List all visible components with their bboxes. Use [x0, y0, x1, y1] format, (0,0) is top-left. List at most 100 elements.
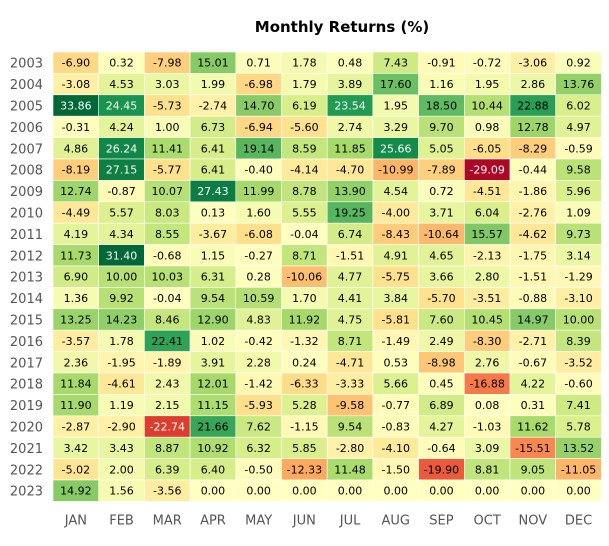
cell-value-label: 0.45 [429, 378, 454, 391]
month-tick-label: MAY [245, 513, 272, 528]
cell-value-label: -0.31 [62, 121, 90, 134]
cell-value-label: -1.75 [519, 249, 547, 262]
cell-value-label: 19.25 [334, 207, 366, 220]
cell-value-label: 0.00 [384, 485, 409, 498]
cell-value-label: 9.92 [109, 292, 134, 305]
cell-value-label: -3.52 [564, 356, 592, 369]
cell-value-label: -6.90 [62, 57, 90, 70]
cell-value-label: 15.57 [471, 228, 503, 241]
cell-value-label: 1.99 [201, 78, 226, 91]
cell-value-label: -3.10 [564, 292, 592, 305]
cell-value-label: -0.60 [564, 378, 592, 391]
cell-value-label: 5.66 [384, 378, 409, 391]
cell-value-label: 1.56 [109, 485, 134, 498]
cell-value-label: -0.68 [153, 249, 181, 262]
cell-value-label: 1.02 [201, 335, 226, 348]
cell-value-label: 11.15 [197, 399, 229, 412]
cell-value-label: -10.64 [424, 228, 459, 241]
cell-value-label: 5.55 [292, 207, 317, 220]
cell-value-label: -2.80 [336, 442, 364, 455]
cell-value-label: -4.70 [336, 164, 364, 177]
cell-value-label: 0.08 [475, 399, 500, 412]
cell-value-label: 22.41 [152, 335, 184, 348]
cell-value-label: 3.03 [155, 78, 180, 91]
month-tick-label: MAR [153, 513, 182, 528]
cell-value-label: 3.09 [475, 442, 500, 455]
cell-value-label: -1.03 [473, 421, 501, 434]
cell-value-label: -1.32 [290, 335, 318, 348]
month-tick-label: NOV [519, 513, 548, 528]
year-tick-label: 2004 [10, 78, 43, 93]
cell-value-label: 5.78 [566, 421, 591, 434]
cell-value-label: -5.02 [62, 463, 90, 476]
cell-value-label: -5.81 [382, 314, 410, 327]
cell-value-label: -1.86 [519, 185, 547, 198]
cell-value-label: 1.19 [109, 399, 134, 412]
cell-value-label: 8.87 [155, 442, 180, 455]
cell-value-label: -1.15 [290, 421, 318, 434]
cell-value-label: 1.95 [384, 100, 409, 113]
cell-value-label: 6.40 [201, 463, 226, 476]
cell-value-label: 33.86 [60, 100, 92, 113]
cell-value-label: 8.46 [155, 314, 180, 327]
cell-value-label: 21.66 [197, 421, 229, 434]
cell-value-label: 8.59 [292, 142, 317, 155]
cell-value-label: 13.90 [334, 185, 366, 198]
cell-value-label: 2.74 [338, 121, 363, 134]
cell-value-label: 27.15 [106, 164, 138, 177]
cell-value-label: 0.31 [521, 399, 546, 412]
cell-value-label: 4.53 [109, 78, 134, 91]
cell-value-label: 8.71 [292, 249, 317, 262]
cell-value-label: 12.01 [197, 378, 229, 391]
cell-value-label: 3.84 [384, 292, 409, 305]
cell-value-label: 12.74 [60, 185, 92, 198]
cell-value-label: -4.61 [107, 378, 135, 391]
cell-value-label: -0.40 [244, 164, 272, 177]
year-tick-label: 2007 [10, 142, 43, 157]
cell-value-label: -0.04 [153, 292, 181, 305]
cell-value-label: -10.99 [378, 164, 413, 177]
cell-value-label: 13.76 [563, 78, 595, 91]
cell-value-label: 9.54 [201, 292, 226, 305]
cell-value-label: 0.32 [109, 57, 134, 70]
cell-value-label: 5.28 [292, 399, 317, 412]
cell-value-label: 13.25 [60, 314, 92, 327]
cell-value-label: 6.90 [64, 271, 89, 284]
cell-value-label: -2.74 [199, 100, 227, 113]
cell-value-label: 10.92 [197, 442, 229, 455]
cell-value-label: 10.44 [471, 100, 503, 113]
cell-value-label: -19.90 [424, 463, 459, 476]
cell-value-label: 2.49 [429, 335, 454, 348]
cell-value-label: -6.33 [290, 378, 318, 391]
year-axis-labels: 2003 2004 2005 2006 2007 2008 2009 2010 2011 2012… [10, 57, 43, 500]
cell-value-label: -5.75 [382, 271, 410, 284]
cell-value-label: 31.40 [106, 249, 138, 262]
cell-value-label: 12.90 [197, 314, 229, 327]
cell-value-label: -3.51 [473, 292, 501, 305]
cell-value-label: -4.14 [290, 164, 318, 177]
cell-value-label: -1.51 [519, 271, 547, 284]
cell-value-label: 11.92 [289, 314, 321, 327]
cell-value-label: -5.93 [244, 399, 272, 412]
cell-value-label: 15.01 [197, 57, 229, 70]
cell-value-label: -15.51 [515, 442, 550, 455]
cell-value-label: -0.50 [244, 463, 272, 476]
cell-value-label: 11.73 [60, 249, 92, 262]
cell-value-label: -1.89 [153, 356, 181, 369]
year-tick-label: 2015 [10, 314, 43, 329]
cell-value-label: 11.62 [517, 421, 549, 434]
cell-value-label: 11.85 [334, 142, 366, 155]
cell-value-label: 4.24 [109, 121, 134, 134]
cell-value-label: -6.94 [244, 121, 272, 134]
cell-value-label: -5.73 [153, 100, 181, 113]
cell-value-label: 8.55 [155, 228, 180, 241]
cell-value-label: -5.60 [290, 121, 318, 134]
year-tick-label: 2020 [10, 421, 43, 436]
cell-value-label: -0.88 [519, 292, 547, 305]
cell-value-label: 3.43 [109, 442, 134, 455]
cell-value-label: 1.16 [429, 78, 454, 91]
month-axis-labels: JAN FEB MAR APR MAY JUN JUL AUG SEP OCT NOV DEC [64, 513, 592, 528]
cell-value-label: 11.99 [243, 185, 275, 198]
cell-value-label: -9.58 [336, 399, 364, 412]
